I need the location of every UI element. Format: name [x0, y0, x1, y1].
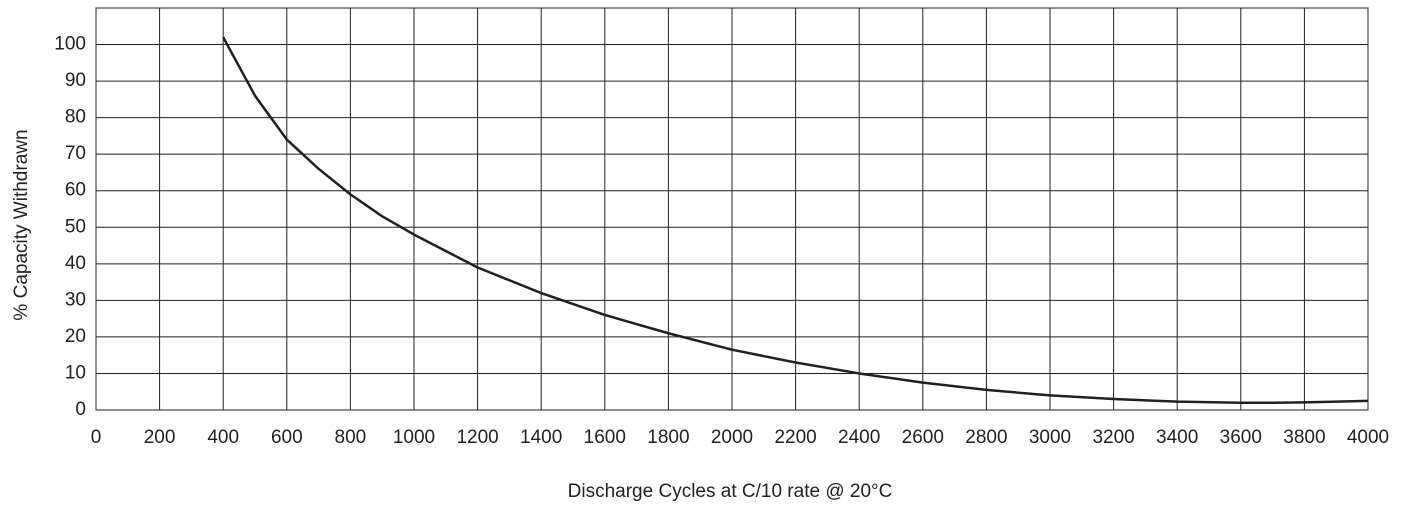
x-tick-label: 1000: [393, 427, 435, 448]
y-tick-label: 70: [65, 143, 86, 164]
x-tick-label: 600: [271, 427, 303, 448]
x-tick-label: 3800: [1283, 427, 1325, 448]
x-tick-label: 4000: [1347, 427, 1389, 448]
y-axis-label: % Capacity Withdrawn: [11, 129, 32, 320]
x-tick-label: 800: [335, 427, 367, 448]
y-tick-label: 10: [65, 362, 86, 383]
y-tick-label: 40: [65, 253, 86, 274]
x-tick-label: 1600: [584, 427, 626, 448]
x-tick-label: 1200: [456, 427, 498, 448]
x-tick-label: 2600: [902, 427, 944, 448]
y-tick-label: 80: [65, 107, 86, 128]
y-tick-label: 20: [65, 326, 86, 347]
x-axis-label: Discharge Cycles at C/10 rate @ 20°C: [568, 481, 893, 502]
x-tick-label: 2400: [838, 427, 880, 448]
x-tick-label: 1400: [520, 427, 562, 448]
y-tick-label: 100: [54, 34, 86, 55]
y-tick-label: 50: [65, 216, 86, 237]
x-tick-label: 3600: [1220, 427, 1262, 448]
x-tick-label: 200: [144, 427, 176, 448]
y-tick-label: 0: [75, 399, 86, 420]
x-tick-label: 3200: [1092, 427, 1134, 448]
line: [222, 36, 1369, 404]
y-tick-label: 60: [65, 180, 86, 201]
x-tick-label: 0: [91, 427, 102, 448]
x-tick-label: 2800: [965, 427, 1007, 448]
x-tick-label: 1800: [647, 427, 689, 448]
y-tick-label: 90: [65, 70, 86, 91]
x-tick-label: 2000: [711, 427, 753, 448]
x-tick-label: 400: [207, 427, 239, 448]
x-tick-label: 2200: [774, 427, 816, 448]
y-tick-label: 30: [65, 289, 86, 310]
x-tick-label: 3000: [1029, 427, 1071, 448]
x-tick-label: 3400: [1156, 427, 1198, 448]
